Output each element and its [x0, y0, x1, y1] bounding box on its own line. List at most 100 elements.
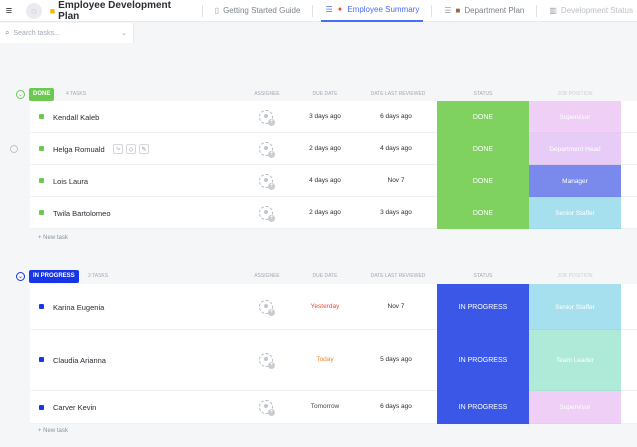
menu-icon[interactable]: ≡ [5, 4, 13, 17]
task-name[interactable]: Kendall Kaleb [53, 113, 100, 122]
status-square[interactable] [39, 178, 44, 183]
pin-icon: ✦ [336, 5, 344, 14]
divider [312, 4, 314, 17]
user-icon [264, 357, 268, 361]
table-row[interactable]: Kendall Kaleb 3 days ago 6 days ago DONE… [30, 101, 637, 133]
job-position-cell[interactable]: Senior Staffer [529, 197, 621, 229]
new-task-button[interactable]: + New task [38, 428, 68, 434]
job-position-cell[interactable]: Team Leader [529, 330, 621, 391]
column-header-assignee[interactable]: ASSIGNEE [254, 91, 280, 97]
group-header-in-progress: ⌄ IN PROGRESS 3 TASKS ASSIGNEE DUE DATE … [0, 269, 637, 283]
date-last-reviewed[interactable]: 5 days ago [380, 356, 412, 363]
due-date[interactable]: 2 days ago [309, 145, 341, 152]
tab-department-plan[interactable]: ☰ ■ Department Plan [440, 0, 528, 22]
status-cell[interactable]: DONE [437, 165, 529, 197]
task-count: 3 TASKS [88, 273, 109, 279]
column-header-due-date[interactable]: DUE DATE [312, 273, 338, 279]
job-position-cell[interactable]: Manager [529, 165, 621, 197]
task-name[interactable]: Twila Bartolomeo [53, 209, 111, 218]
status-square[interactable] [39, 114, 44, 119]
status-square[interactable] [39, 405, 44, 410]
job-position-cell[interactable]: Supervisor [529, 391, 621, 424]
table-row[interactable]: Claudia Arianna Today 5 days ago IN PROG… [30, 330, 637, 391]
column-header-job-position[interactable]: JOB POSITION [557, 273, 593, 279]
status-square[interactable] [39, 146, 44, 151]
date-last-reviewed[interactable]: Nov 7 [387, 303, 405, 310]
group-header-done: ⌄ DONE 4 TASKS ASSIGNEE DUE DATE DATE LA… [0, 87, 637, 101]
edit-icon[interactable]: ✎ [139, 144, 149, 154]
table-row[interactable]: Carver Kevin Tomorrow 6 days ago IN PROG… [30, 391, 637, 424]
column-header-status[interactable]: STATUS [473, 91, 493, 97]
status-cell[interactable]: IN PROGRESS [437, 284, 529, 330]
new-task-button[interactable]: + New task [38, 235, 68, 241]
status-square[interactable] [39, 357, 44, 362]
date-last-reviewed[interactable]: 6 days ago [380, 403, 412, 410]
assignee-avatar[interactable] [259, 110, 275, 126]
due-date[interactable]: 2 days ago [309, 209, 341, 216]
assignee-avatar[interactable] [259, 206, 275, 222]
job-position-cell[interactable]: Supervisor [529, 101, 621, 133]
tab-label: Department Plan [464, 6, 525, 15]
tab-label: Development Status [560, 6, 633, 15]
folder-icon: ■ [49, 5, 56, 16]
assignee-avatar[interactable] [259, 353, 275, 369]
tab-getting-started[interactable]: ▯ Getting Started Guide [211, 0, 305, 22]
search-input[interactable]: ⌕ Search tasks... ⌄ [0, 23, 134, 43]
assignee-avatar[interactable] [259, 174, 275, 190]
column-header-assignee[interactable]: ASSIGNEE [254, 273, 280, 279]
date-last-reviewed[interactable]: 4 days ago [380, 145, 412, 152]
assignee-avatar[interactable] [259, 142, 275, 158]
workspace-icon[interactable]: ◌ [25, 2, 42, 19]
search-placeholder: Search tasks... [13, 29, 60, 37]
table-row[interactable]: Lois Laura 4 days ago Nov 7 DONE Manager [30, 165, 637, 197]
task-name[interactable]: Claudia Arianna [53, 356, 106, 365]
collapse-icon[interactable]: ⌄ [16, 89, 25, 99]
column-header-last-reviewed[interactable]: DATE LAST REVIEWED [370, 273, 426, 279]
status-badge[interactable]: IN PROGRESS [29, 269, 79, 283]
date-last-reviewed[interactable]: 3 days ago [380, 209, 412, 216]
status-cell[interactable]: DONE [437, 101, 529, 133]
due-date[interactable]: Today [316, 356, 334, 363]
chevron-down-icon[interactable]: ⌄ [121, 30, 127, 37]
table-row[interactable]: Twila Bartolomeo 2 days ago 3 days ago D… [30, 197, 637, 229]
status-square[interactable] [39, 304, 44, 309]
tab-employee-summary[interactable]: ☰ ✦ Employee Summary [321, 0, 424, 22]
due-date[interactable]: Yesterday [310, 303, 340, 310]
assignee-avatar[interactable] [259, 400, 275, 416]
due-date[interactable]: Tomorrow [310, 403, 340, 410]
user-icon [264, 114, 268, 118]
row-select-checkbox[interactable] [10, 145, 18, 153]
status-cell[interactable]: IN PROGRESS [437, 391, 529, 424]
date-last-reviewed[interactable]: Nov 7 [387, 177, 405, 184]
due-date[interactable]: 4 days ago [309, 177, 341, 184]
job-position-cell[interactable]: Department Head [529, 133, 621, 165]
task-name[interactable]: Karina Eugenia [53, 303, 105, 312]
collapse-icon[interactable]: ⌄ [16, 271, 25, 281]
task-name[interactable]: Helga Romuald [53, 145, 105, 154]
task-count: 4 TASKS [66, 91, 87, 97]
date-last-reviewed[interactable]: 6 days ago [380, 113, 412, 120]
task-name[interactable]: Lois Laura [53, 177, 89, 186]
list-icon: ☰ [325, 5, 333, 14]
column-header-job-position[interactable]: JOB POSITION [557, 91, 593, 97]
status-badge[interactable]: DONE [29, 87, 55, 101]
status-cell[interactable]: DONE [437, 197, 529, 229]
status-cell[interactable]: IN PROGRESS [437, 330, 529, 391]
due-date[interactable]: 3 days ago [309, 113, 341, 120]
subtask-icon[interactable]: ⤷ [113, 144, 123, 154]
job-position-cell[interactable]: Senior Staffer [529, 284, 621, 330]
assignee-avatar[interactable] [259, 300, 275, 316]
table-row[interactable]: Karina Eugenia Yesterday Nov 7 IN PROGRE… [30, 284, 637, 330]
column-header-last-reviewed[interactable]: DATE LAST REVIEWED [370, 91, 426, 97]
tab-development-status[interactable]: ▥ Development Status [545, 0, 637, 22]
column-header-due-date[interactable]: DUE DATE [312, 91, 338, 97]
user-icon [264, 146, 268, 150]
task-name[interactable]: Carver Kevin [53, 403, 97, 412]
table-row[interactable]: Helga Romuald ⤷ ◇ ✎ 2 days ago 4 days ag… [30, 133, 637, 165]
column-header-status[interactable]: STATUS [473, 273, 493, 279]
briefcase-icon: ■ [455, 6, 461, 15]
status-square[interactable] [39, 210, 44, 215]
tag-icon[interactable]: ◇ [126, 144, 136, 154]
status-cell[interactable]: DONE [437, 133, 529, 165]
page-title-text: Employee Development Plan [58, 0, 171, 22]
